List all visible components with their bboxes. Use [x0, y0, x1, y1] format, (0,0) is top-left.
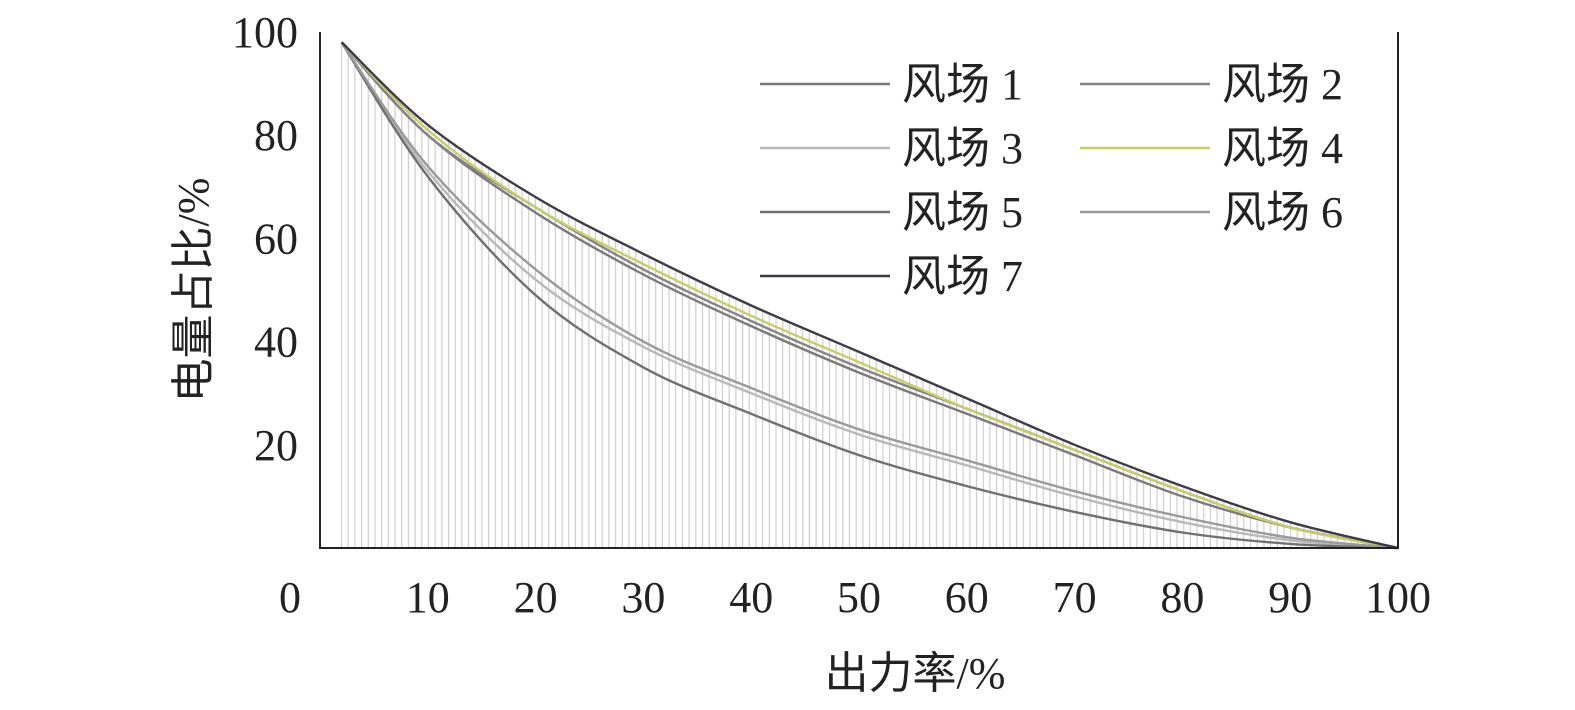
- legend-label-2: 风场 2: [1222, 60, 1343, 109]
- x-tick-label: 90: [1268, 573, 1312, 622]
- series-line-5: [340, 41, 1399, 550]
- series-line-4: [340, 41, 1399, 550]
- x-tick-label: 60: [945, 573, 989, 622]
- legend: 风场 1 风场 2 风场 3 风场 4 风场 5 风场 6 风场 7: [760, 60, 1343, 301]
- axis-frame: [319, 32, 1399, 549]
- legend-label-1: 风场 1: [902, 60, 1023, 109]
- legend-label-7: 风场 7: [902, 252, 1023, 301]
- series-line-6: [340, 41, 1399, 550]
- x-tick-label: 70: [1053, 573, 1097, 622]
- x-tick-label: 100: [1365, 573, 1431, 622]
- x-tick-label: 50: [837, 573, 881, 622]
- x-tick-label: 40: [729, 573, 773, 622]
- x-tick-labels: 0 10 20 30 40 50 60 70 80 90 100: [279, 573, 1431, 622]
- y-tick-label: 100: [232, 8, 298, 57]
- legend-label-6: 风场 6: [1222, 188, 1343, 237]
- x-tick-label: 80: [1160, 573, 1204, 622]
- x-tick-label: 30: [621, 573, 665, 622]
- legend-label-5: 风场 5: [902, 188, 1023, 237]
- y-axis-title: 电量占比/%: [169, 178, 218, 403]
- series-line-1: [340, 41, 1399, 550]
- legend-label-3: 风场 3: [902, 124, 1023, 173]
- series-line-3: [340, 41, 1399, 550]
- y-tick-label: 60: [254, 214, 298, 263]
- x-tick-label: 0: [279, 573, 301, 622]
- y-tick-label: 80: [254, 111, 298, 160]
- axes: [319, 32, 1399, 549]
- series-lines: [340, 41, 1399, 550]
- x-tick-label: 20: [514, 573, 558, 622]
- y-tick-label: 40: [254, 318, 298, 367]
- y-tick-label: 20: [254, 421, 298, 470]
- y-tick-labels: 20 40 60 80 100: [232, 8, 298, 470]
- x-axis-title: 出力率/%: [825, 649, 1006, 698]
- hatch-fill: [341, 42, 1392, 548]
- legend-label-4: 风场 4: [1222, 124, 1343, 173]
- series-line-7: [340, 41, 1399, 550]
- x-tick-label: 10: [406, 573, 450, 622]
